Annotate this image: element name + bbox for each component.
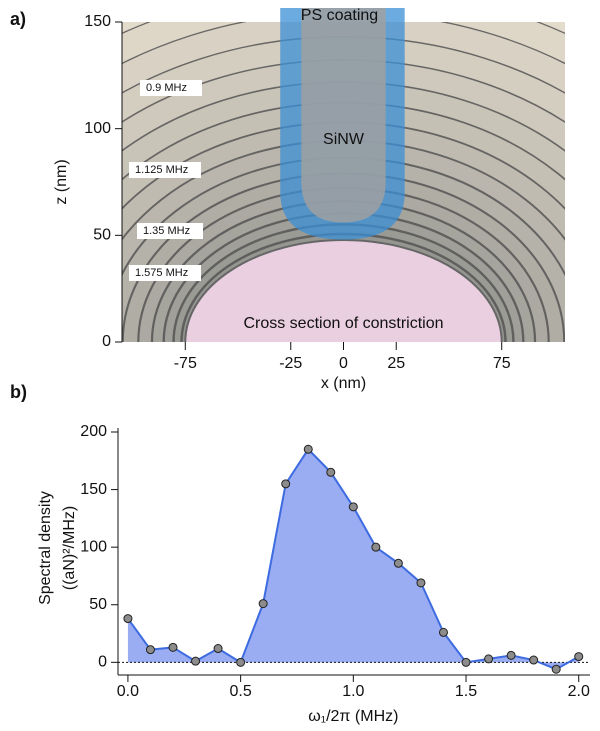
- marker: [348, 502, 358, 512]
- panel-label: a): [10, 9, 26, 29]
- y-tick-label: 0: [98, 654, 107, 671]
- label-box: [129, 265, 201, 281]
- x-tick-label: 0.0: [117, 683, 139, 700]
- x-tick-label: 1.5: [455, 683, 477, 700]
- annotation: SiNW: [323, 131, 365, 148]
- label-box: [137, 223, 203, 239]
- x-tick-label: 2.0: [568, 683, 590, 700]
- contour-label: 1.575 MHz: [135, 267, 188, 279]
- marker: [438, 627, 448, 637]
- x-tick-label: 25: [387, 355, 405, 372]
- contour-label: 1.35 MHz: [143, 225, 190, 237]
- y-axis-label: ((aN)²/MHz): [61, 506, 78, 590]
- marker: [303, 444, 313, 454]
- label-box: [140, 80, 202, 96]
- marker: [236, 657, 246, 667]
- y-tick-label: 50: [93, 227, 111, 244]
- x-tick-label: -75: [174, 355, 197, 372]
- marker: [191, 656, 201, 666]
- x-tick-label: 75: [493, 355, 511, 372]
- x-tick-label: 0.5: [229, 683, 251, 700]
- y-axis-label: Spectral density: [37, 491, 54, 605]
- marker: [371, 542, 381, 552]
- marker: [123, 614, 133, 624]
- y-axis-label: z (nm): [53, 159, 70, 204]
- y-tick-label: 100: [84, 120, 111, 137]
- x-axis-label: ω₁/2π (MHz): [308, 708, 398, 725]
- y-tick-label: 150: [80, 481, 107, 498]
- y-tick-label: 100: [80, 538, 107, 555]
- marker: [213, 644, 223, 654]
- marker: [574, 652, 584, 662]
- marker: [416, 578, 426, 588]
- marker: [281, 479, 291, 489]
- panel-label: b): [10, 382, 27, 402]
- label-box: [129, 162, 201, 178]
- x-axis-label: x (nm): [321, 375, 366, 392]
- marker: [529, 655, 539, 665]
- marker: [145, 645, 155, 655]
- marker: [326, 467, 336, 477]
- marker: [461, 657, 471, 667]
- constriction: [184, 239, 503, 342]
- annotation: PS coating: [301, 7, 378, 24]
- x-tick-label: -25: [279, 355, 302, 372]
- marker: [484, 654, 494, 664]
- marker: [551, 664, 561, 674]
- y-tick-label: 0: [102, 333, 111, 350]
- nanowire: [301, 8, 386, 223]
- marker: [168, 642, 178, 652]
- y-tick-label: 200: [80, 423, 107, 440]
- contour-label: 0.9 MHz: [146, 82, 187, 94]
- contour-label: 1.125 MHz: [135, 164, 188, 176]
- y-tick-label: 150: [84, 13, 111, 30]
- x-tick-label: 1.0: [342, 683, 364, 700]
- x-tick-label: 0: [339, 355, 348, 372]
- y-tick-label: 50: [89, 596, 107, 613]
- marker: [393, 558, 403, 568]
- marker: [506, 650, 516, 660]
- marker: [258, 599, 268, 609]
- annotation: Cross section of constriction: [243, 315, 443, 332]
- area-fill: [127, 449, 579, 670]
